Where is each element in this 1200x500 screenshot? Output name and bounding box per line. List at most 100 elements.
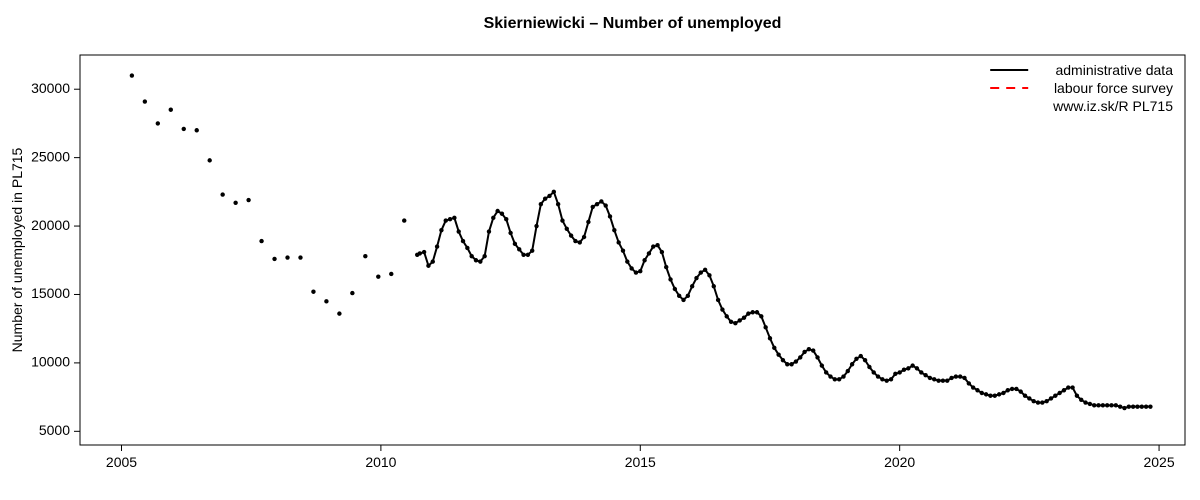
data-point [885,378,889,382]
data-point [431,259,435,263]
data-point [389,272,393,276]
data-point [841,374,845,378]
data-point [699,270,703,274]
data-point [578,240,582,244]
data-point [474,258,478,262]
data-point [1014,387,1018,391]
data-point [980,391,984,395]
data-point [517,247,521,251]
data-point [526,253,530,257]
data-point [426,264,430,268]
data-point [1122,406,1126,410]
data-point [469,254,473,258]
data-point [772,346,776,350]
chart-container: 2005201020152020202550001000015000200002… [0,0,1200,500]
data-point [604,203,608,207]
y-tick-label: 25000 [31,148,70,164]
data-point [880,377,884,381]
data-point [1001,391,1005,395]
data-point [569,233,573,237]
data-point [941,378,945,382]
data-point [1070,385,1074,389]
data-point [893,372,897,376]
data-point [945,378,949,382]
data-point [785,362,789,366]
source-label: www.iz.sk/R PL715 [1052,98,1173,114]
data-point [846,369,850,373]
data-point [997,392,1001,396]
data-point [1027,396,1031,400]
data-point [500,212,504,216]
plot-box [80,55,1185,445]
data-point [573,239,577,243]
data-point [629,266,633,270]
data-point [621,248,625,252]
data-point [508,231,512,235]
data-point [195,128,199,132]
y-tick-label: 20000 [31,217,70,233]
data-point [1049,396,1053,400]
data-point [452,216,456,220]
y-axis-label: Number of unemployed in PL715 [9,147,25,352]
data-point [859,354,863,358]
data-point [763,325,767,329]
unemployment-chart: 2005201020152020202550001000015000200002… [0,0,1200,500]
x-tick-label: 2020 [884,454,915,470]
data-point [415,253,419,257]
data-point [311,290,315,294]
data-point [872,370,876,374]
data-point [967,381,971,385]
legend-label: labour force survey [1054,80,1173,96]
data-point [1036,400,1040,404]
data-point [716,298,720,302]
data-point [448,217,452,221]
data-point [547,194,551,198]
data-point [655,243,659,247]
data-point [625,259,629,263]
data-point [677,294,681,298]
data-point [465,246,469,250]
data-point [130,73,134,77]
data-point [690,284,694,288]
data-point [750,310,754,314]
data-point [156,121,160,125]
data-point [1131,404,1135,408]
data-point [534,224,538,228]
data-point [889,377,893,381]
data-point [487,229,491,233]
data-point [936,378,940,382]
data-point [776,352,780,356]
data-point [863,358,867,362]
data-point [1019,389,1023,393]
data-point [1057,391,1061,395]
data-point [647,251,651,255]
data-point [444,218,448,222]
data-point [513,242,517,246]
data-point [915,366,919,370]
data-point [1118,404,1122,408]
data-point [660,250,664,254]
data-point [949,376,953,380]
data-point [521,253,525,257]
data-point [539,202,543,206]
data-point [789,362,793,366]
data-point [807,347,811,351]
data-point [591,205,595,209]
data-point [686,294,690,298]
data-point [1135,404,1139,408]
data-point [1096,403,1100,407]
data-point [1023,394,1027,398]
data-point [932,377,936,381]
data-point [482,254,486,258]
data-point [1109,403,1113,407]
data-point [560,218,564,222]
y-tick-label: 30000 [31,80,70,96]
data-point [742,316,746,320]
x-tick-label: 2005 [106,454,137,470]
data-point [1144,404,1148,408]
data-point [1140,404,1144,408]
data-point [599,199,603,203]
data-point [802,350,806,354]
data-point [259,239,263,243]
data-point [815,355,819,359]
